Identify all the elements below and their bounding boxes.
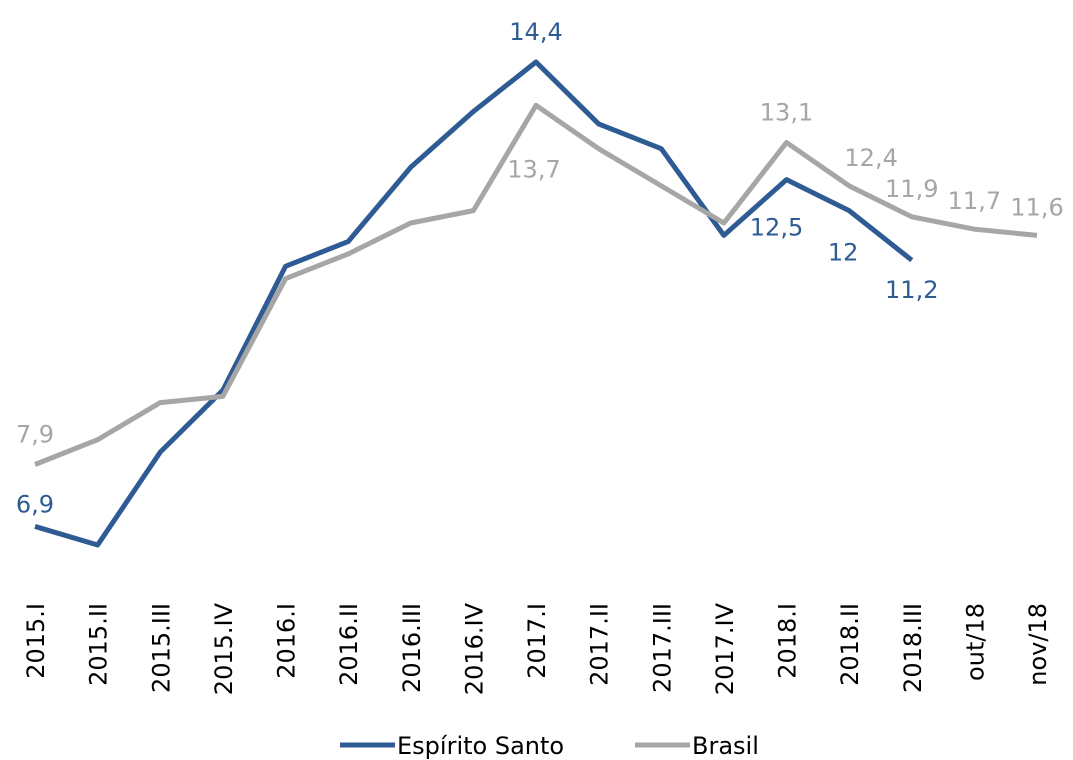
x-tick-label: 2018.II	[836, 603, 864, 686]
x-tick-label: 2018.III	[899, 603, 927, 693]
x-tick-label: 2016.II	[335, 603, 363, 686]
x-tick-label: 2017.III	[648, 603, 676, 693]
x-tick-label: 2017.I	[523, 603, 551, 679]
x-tick-label: 2017.IV	[711, 602, 739, 695]
data-label: 7,9	[16, 421, 54, 449]
x-tick-label: 2016.IV	[460, 602, 488, 695]
x-tick-label: 2018.I	[774, 603, 802, 679]
data-label: 14,4	[509, 18, 562, 46]
x-tick-label: 2016.I	[273, 603, 301, 679]
legend-label: Brasil	[692, 732, 759, 760]
data-label: 12,4	[844, 144, 897, 172]
series-line	[34, 102, 1038, 467]
x-tick-label: 2015.IV	[210, 602, 238, 695]
x-tick-label: 2015.I	[22, 603, 50, 679]
data-label: 13,7	[507, 155, 560, 183]
series-line	[34, 59, 914, 548]
data-label: 13,1	[760, 99, 813, 127]
data-label: 11,2	[885, 276, 938, 304]
x-tick-label: 2015.II	[85, 603, 113, 686]
legend-label: Espírito Santo	[397, 732, 564, 760]
x-tick-label: nov/18	[1024, 603, 1052, 686]
x-tick-label: out/18	[961, 603, 989, 681]
data-label: 11,9	[885, 175, 938, 203]
data-label: 11,7	[948, 187, 1001, 215]
x-tick-label: 2017.II	[586, 603, 614, 686]
data-label: 12	[828, 239, 859, 267]
x-tick-label: 2016.III	[398, 603, 426, 693]
data-label: 11,6	[1010, 193, 1063, 221]
data-label: 12,5	[750, 214, 803, 242]
data-label: 6,9	[16, 490, 54, 518]
x-tick-label: 2015.III	[147, 603, 175, 693]
